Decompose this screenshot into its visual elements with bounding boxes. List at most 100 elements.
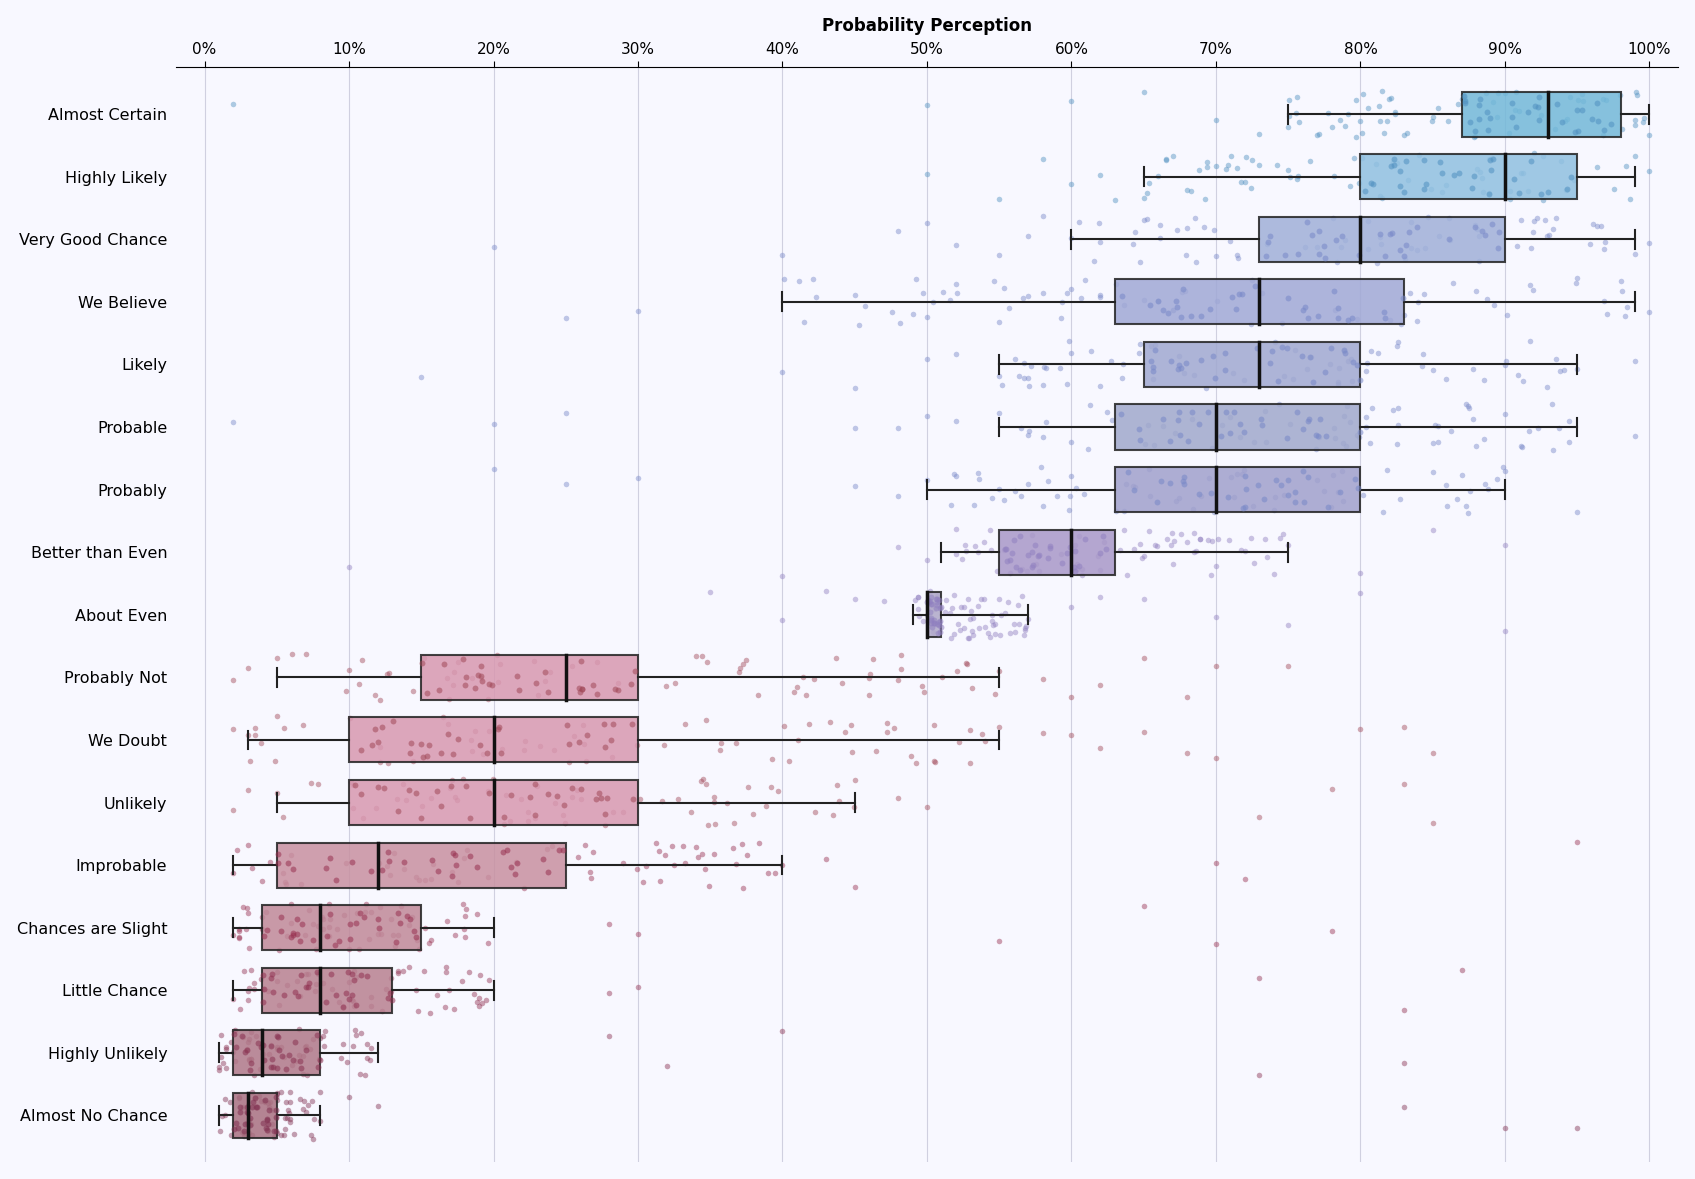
Point xyxy=(1254,232,1281,251)
Point xyxy=(234,898,261,917)
Point xyxy=(1636,125,1663,144)
Point xyxy=(1198,439,1225,457)
Point xyxy=(1214,156,1241,174)
Point xyxy=(1131,210,1158,229)
Point xyxy=(400,751,427,770)
Point xyxy=(488,744,515,763)
Point xyxy=(1310,237,1337,256)
Point xyxy=(1622,427,1649,446)
Point xyxy=(217,1093,244,1112)
Point xyxy=(856,685,883,704)
Point xyxy=(336,660,363,679)
Point xyxy=(342,903,370,922)
Point xyxy=(475,782,502,801)
Point xyxy=(1219,363,1246,382)
Point xyxy=(342,1026,370,1045)
Point xyxy=(1380,153,1407,172)
Point xyxy=(1270,525,1297,544)
Point xyxy=(568,790,595,809)
Point xyxy=(915,602,942,621)
Point xyxy=(1202,935,1229,954)
Point xyxy=(1288,347,1315,365)
Point xyxy=(347,740,375,759)
Point xyxy=(707,735,734,753)
Point xyxy=(1192,378,1219,397)
Point xyxy=(1232,467,1259,486)
Point xyxy=(300,914,327,933)
Point xyxy=(256,854,283,872)
Point xyxy=(1405,146,1432,165)
Point xyxy=(1387,315,1414,334)
Point xyxy=(1110,521,1137,540)
Point xyxy=(1046,358,1073,377)
Point xyxy=(1090,533,1117,552)
Point xyxy=(1498,107,1526,126)
Point xyxy=(225,1098,253,1117)
Point xyxy=(434,714,461,733)
Point xyxy=(1590,292,1617,311)
Point xyxy=(242,1098,270,1117)
Point xyxy=(437,777,464,796)
Point xyxy=(914,406,941,424)
Point xyxy=(968,725,995,744)
Point xyxy=(473,990,500,1009)
FancyBboxPatch shape xyxy=(234,1030,320,1075)
Point xyxy=(1190,217,1217,236)
Point xyxy=(256,1100,283,1119)
Point xyxy=(241,1088,268,1107)
Point xyxy=(671,714,698,733)
Point xyxy=(207,1121,234,1140)
Point xyxy=(917,591,944,610)
Point xyxy=(237,960,264,979)
Point xyxy=(856,665,883,684)
Point xyxy=(1058,344,1085,363)
Point xyxy=(620,790,647,809)
Point xyxy=(1319,922,1346,941)
Point xyxy=(624,924,651,943)
Point xyxy=(1153,150,1180,169)
Point xyxy=(924,595,951,614)
Point xyxy=(247,1035,275,1054)
Point xyxy=(1098,411,1125,430)
Point xyxy=(695,816,722,835)
Point xyxy=(1531,146,1558,165)
Point xyxy=(1354,354,1381,373)
Point xyxy=(1378,224,1405,243)
Point xyxy=(1390,1098,1417,1117)
Point xyxy=(247,1092,275,1111)
Point xyxy=(373,664,400,683)
Point xyxy=(924,587,951,606)
Point xyxy=(1163,291,1190,310)
Point xyxy=(1231,541,1258,560)
Point xyxy=(464,665,492,684)
Point xyxy=(1329,462,1356,481)
Point xyxy=(463,993,490,1012)
Point xyxy=(981,625,1009,644)
Point xyxy=(1410,151,1437,170)
Point xyxy=(254,1098,281,1117)
Point xyxy=(948,598,975,617)
Point xyxy=(1449,466,1476,485)
Point xyxy=(746,834,773,852)
Point xyxy=(322,986,349,1005)
Point xyxy=(1561,123,1588,141)
Point xyxy=(331,905,358,924)
Point xyxy=(1131,83,1158,101)
Point xyxy=(1629,113,1656,132)
Point xyxy=(329,1035,356,1054)
Point xyxy=(1266,529,1293,548)
Point xyxy=(312,1022,339,1041)
Point xyxy=(1371,246,1398,265)
Point xyxy=(1498,93,1526,112)
Point xyxy=(220,671,247,690)
Point xyxy=(1578,110,1605,129)
Point xyxy=(231,1124,258,1142)
Point xyxy=(408,797,436,816)
Point xyxy=(1015,610,1042,628)
Point xyxy=(293,966,320,984)
Point xyxy=(1214,488,1241,507)
Point xyxy=(1534,183,1561,202)
Point xyxy=(1470,183,1497,202)
Point xyxy=(1541,119,1568,138)
Point xyxy=(247,1059,275,1078)
